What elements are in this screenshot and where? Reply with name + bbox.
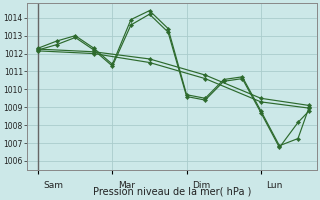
Text: Lun: Lun [267,181,283,190]
Text: Sam: Sam [44,181,64,190]
Text: Dim: Dim [192,181,211,190]
X-axis label: Pression niveau de la mer( hPa ): Pression niveau de la mer( hPa ) [92,187,251,197]
Text: Mar: Mar [118,181,135,190]
